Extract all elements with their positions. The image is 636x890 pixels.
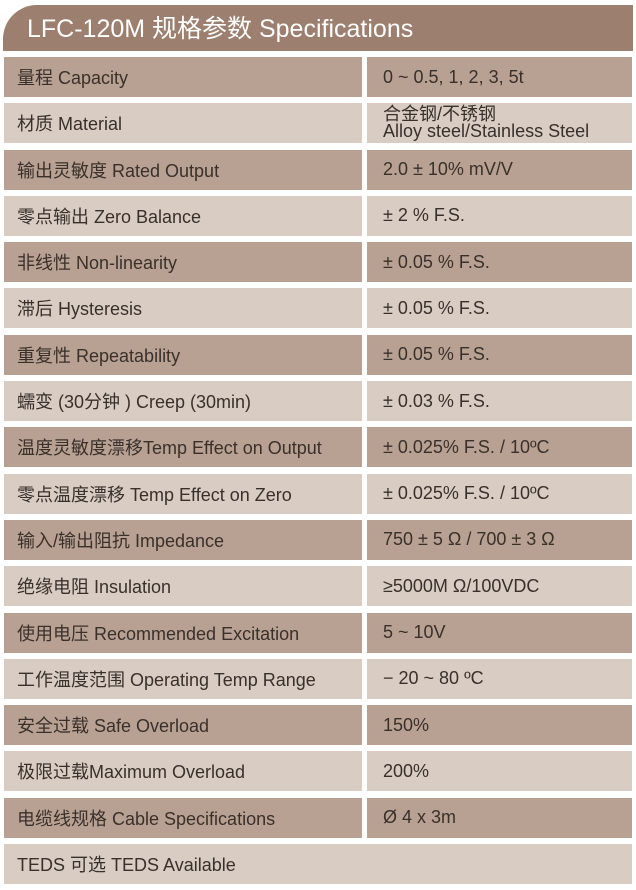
spec-value-line: Alloy steel/Stainless Steel xyxy=(383,121,590,142)
spec-row: 输入/输出阻抗 Impedance 750 ± 5 Ω / 700 ± 3 Ω xyxy=(4,519,632,560)
spec-row: 工作温度范围 Operating Temp Range − 20 ~ 80 ºC xyxy=(4,658,632,699)
spec-table: 量程 Capacity 0 ~ 0.5, 1, 2, 3, 5t 材质 Materi… xyxy=(4,57,632,890)
spec-label: 量程 Capacity xyxy=(4,57,362,97)
spec-row: 非线性 Non-linearity ± 0.05 % F.S. xyxy=(4,242,632,283)
spec-value: ± 2 % F.S. xyxy=(367,195,632,236)
spec-label: 蠕变 (30分钟 ) Creep (30min) xyxy=(4,381,362,422)
spec-value: ≥5000M Ω/100VDC xyxy=(367,566,632,607)
spec-row: 电缆线规格 Cable Specifications Ø 4 x 3m xyxy=(4,797,632,838)
spec-label: 零点输出 Zero Balance xyxy=(4,195,362,236)
spec-label: 绝缘电阻 Insulation xyxy=(4,566,362,607)
spec-label: 输入/输出阻抗 Impedance xyxy=(4,519,362,560)
spec-row: 极限过载Maximum Overload 200% xyxy=(4,751,632,792)
spec-label: 滞后 Hysteresis xyxy=(4,288,362,329)
spec-row: 安全过载 Safe Overload 150% xyxy=(4,705,632,746)
spec-label: 重复性 Repeatability xyxy=(4,334,362,375)
spec-row: 重复性 Repeatability ± 0.05 % F.S. xyxy=(4,334,632,375)
spec-row: 量程 Capacity 0 ~ 0.5, 1, 2, 3, 5t xyxy=(4,57,632,97)
spec-label: 温度灵敏度漂移Temp Effect on Output xyxy=(4,427,362,468)
spec-label: 输出灵敏度 Rated Output xyxy=(4,149,362,190)
spec-value: 5 ~ 10V xyxy=(367,612,632,653)
spec-label: 使用电压 Recommended Excitation xyxy=(4,612,362,653)
spec-row: 零点温度漂移 Temp Effect on Zero ± 0.025% F.S. … xyxy=(4,473,632,514)
spec-value-line: 合金钢/不锈钢 xyxy=(383,104,497,125)
spec-label: 零点温度漂移 Temp Effect on Zero xyxy=(4,473,362,514)
spec-value: 200% xyxy=(367,751,632,792)
spec-value: ± 0.05 % F.S. xyxy=(367,334,632,375)
spec-value: − 20 ~ 80 ºC xyxy=(367,658,632,699)
spec-value: ± 0.05 % F.S. xyxy=(367,242,632,283)
spec-row: 温度灵敏度漂移Temp Effect on Output ± 0.025% F.S… xyxy=(4,427,632,468)
spec-row: 输出灵敏度 Rated Output 2.0 ± 10% mV/V xyxy=(4,149,632,190)
spec-value: 2.0 ± 10% mV/V xyxy=(367,149,632,190)
teds-note: TEDS 可选 TEDS Available xyxy=(4,844,632,885)
spec-label: 非线性 Non-linearity xyxy=(4,242,362,283)
spec-value: Ø 4 x 3m xyxy=(367,797,632,838)
spec-row: 蠕变 (30分钟 ) Creep (30min) ± 0.03 % F.S. xyxy=(4,381,632,422)
spec-label: 工作温度范围 Operating Temp Range xyxy=(4,658,362,699)
spec-value: ± 0.025% F.S. / 10ºC xyxy=(367,473,632,514)
spec-row: 使用电压 Recommended Excitation 5 ~ 10V xyxy=(4,612,632,653)
spec-row: 材质 Material 合金钢/不锈钢 Alloy steel/Stainless … xyxy=(4,103,632,144)
spec-value: 合金钢/不锈钢 Alloy steel/Stainless Steel xyxy=(367,103,632,144)
spec-label: 安全过载 Safe Overload xyxy=(4,705,362,746)
spec-label: 电缆线规格 Cable Specifications xyxy=(4,797,362,838)
spec-label: 材质 Material xyxy=(4,103,362,144)
spec-row: 绝缘电阻 Insulation ≥5000M Ω/100VDC xyxy=(4,566,632,607)
spec-row: 零点输出 Zero Balance ± 2 % F.S. xyxy=(4,195,632,236)
spec-value: ± 0.05 % F.S. xyxy=(367,288,632,329)
spec-value: 150% xyxy=(367,705,632,746)
spec-row: 滞后 Hysteresis ± 0.05 % F.S. xyxy=(4,288,632,329)
spec-row-footer: TEDS 可选 TEDS Available xyxy=(4,844,632,885)
page-title: LFC-120M 规格参数 Specifications xyxy=(3,5,633,51)
spec-value: ± 0.03 % F.S. xyxy=(367,381,632,422)
spec-value: ± 0.025% F.S. / 10ºC xyxy=(367,427,632,468)
spec-label: 极限过载Maximum Overload xyxy=(4,751,362,792)
spec-value: 750 ± 5 Ω / 700 ± 3 Ω xyxy=(367,519,632,560)
spec-value: 0 ~ 0.5, 1, 2, 3, 5t xyxy=(367,57,632,97)
